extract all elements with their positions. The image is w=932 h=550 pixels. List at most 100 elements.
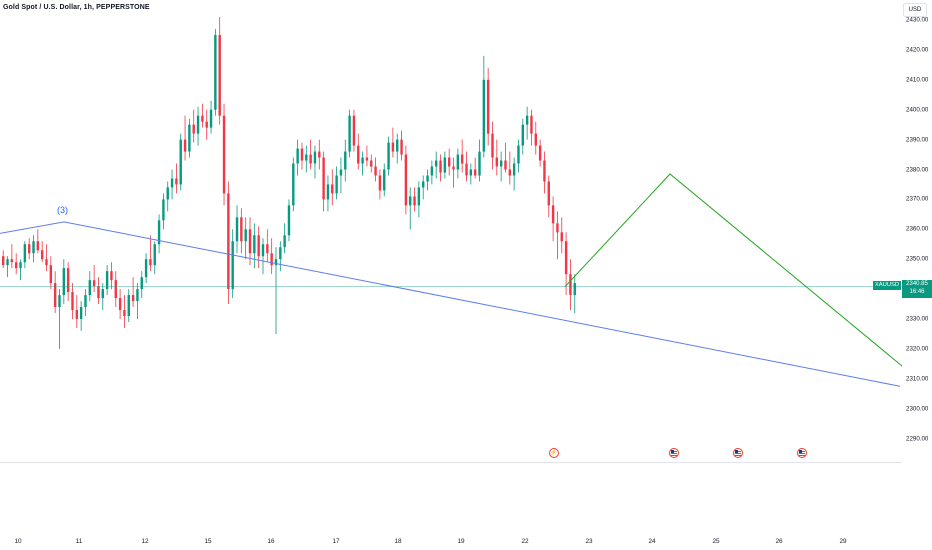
time-tick-label: 11 — [75, 538, 83, 545]
symbol-badge: XAUUSD — [873, 281, 901, 290]
projection-path — [564, 173, 902, 367]
price-tick-label: 2380.00 — [906, 166, 929, 173]
price-tick-label: 2310.00 — [906, 375, 929, 383]
time-tick-label: 22 — [521, 538, 529, 545]
candlestick-series — [2, 17, 576, 349]
time-tick-label: 24 — [648, 538, 656, 545]
candle-up — [521, 124, 524, 146]
drawing-lines — [0, 173, 902, 387]
time-tick-label: 25 — [712, 538, 720, 545]
candle-down — [556, 223, 559, 233]
candle-up — [170, 178, 174, 188]
candle-up — [292, 163, 295, 206]
time-tick-label: 23 — [585, 538, 593, 545]
candle-down — [14, 262, 18, 269]
price-axis[interactable] — [902, 0, 932, 550]
candle-up — [478, 151, 481, 176]
candle-up — [335, 175, 338, 194]
price-tick-label: 2350.00 — [906, 255, 929, 263]
candle-up — [426, 175, 429, 182]
candle-up — [469, 169, 473, 176]
candle-down — [192, 124, 195, 134]
candle-down — [10, 259, 14, 263]
currency-selector[interactable]: USD — [903, 3, 927, 17]
candle-down — [530, 115, 533, 134]
price-tick-label: 2290.00 — [906, 435, 929, 443]
candle-up — [482, 79, 486, 152]
candle-down — [114, 280, 117, 299]
time-tick-label: 15 — [204, 538, 212, 545]
candle-up — [396, 139, 399, 152]
candle-up — [443, 157, 447, 173]
candle-down — [460, 154, 464, 164]
candle-up — [305, 154, 308, 161]
candle-down — [365, 157, 369, 161]
candle-down — [538, 145, 542, 161]
candle-up — [231, 241, 234, 290]
candle-down — [222, 115, 226, 194]
candle-up — [144, 259, 148, 278]
candle-down — [504, 160, 507, 170]
candle-down — [71, 292, 74, 311]
candle-down — [404, 154, 408, 206]
candle-up — [188, 124, 191, 152]
candle-up — [344, 151, 347, 170]
candle-down — [2, 256, 5, 266]
candle-down — [227, 193, 230, 290]
us-flag-event-icon[interactable] — [669, 448, 679, 458]
candle-down — [49, 265, 53, 284]
candle-down — [75, 310, 79, 319]
candle-down — [370, 160, 373, 167]
chart-title: Gold Spot / U.S. Dollar, 1h, PEPPERSTONE — [3, 4, 150, 11]
candle-up — [179, 139, 182, 185]
candle-down — [175, 178, 178, 185]
candle-down — [309, 154, 312, 164]
candle-down — [400, 139, 403, 155]
candle-up — [274, 259, 278, 266]
candle-up — [456, 154, 460, 170]
candle-up — [196, 115, 200, 134]
time-tick-label: 18 — [394, 538, 402, 545]
wave-label-annotation[interactable]: (3) — [57, 205, 68, 215]
candle-up — [517, 145, 520, 164]
candle-down — [257, 235, 260, 257]
price-tick-label: 2360.00 — [906, 225, 929, 233]
candle-down — [110, 271, 113, 281]
candle-up — [409, 196, 412, 206]
pane-divider — [0, 462, 902, 463]
lightning-event-icon[interactable]: ⚡ — [549, 448, 559, 458]
candle-down — [491, 133, 494, 158]
candle-down — [564, 241, 568, 275]
bar-countdown: 16:46 — [909, 289, 925, 295]
price-tick-label: 2390.00 — [906, 136, 929, 144]
candle-down — [149, 259, 152, 266]
candle-up — [153, 244, 156, 266]
candle-up — [105, 271, 109, 290]
candle-down — [205, 121, 208, 128]
candle-up — [84, 295, 87, 308]
candle-up — [525, 115, 529, 125]
us-flag-event-icon[interactable] — [733, 448, 743, 458]
candle-down — [201, 115, 204, 122]
price-tick-label: 2330.00 — [906, 315, 929, 323]
candle-up — [157, 220, 161, 245]
candle-down — [352, 115, 356, 146]
candle-down — [452, 166, 455, 170]
candle-up — [435, 160, 438, 167]
candle-down — [300, 148, 304, 161]
candle-down — [123, 310, 126, 317]
candle-down — [92, 280, 96, 287]
time-tick-label: 19 — [457, 538, 465, 545]
us-flag-event-icon[interactable] — [797, 448, 807, 458]
candle-down — [318, 151, 321, 158]
candle-down — [183, 139, 187, 152]
candle-up — [214, 34, 217, 110]
candle-up — [140, 277, 143, 290]
candle-down — [495, 157, 499, 167]
candle-up — [348, 115, 351, 152]
candle-down — [374, 166, 377, 176]
price-tick-label: 2300.00 — [906, 405, 929, 413]
candle-down — [547, 181, 550, 206]
price-chart[interactable] — [0, 0, 902, 462]
price-tick-label: 2400.00 — [906, 106, 929, 114]
